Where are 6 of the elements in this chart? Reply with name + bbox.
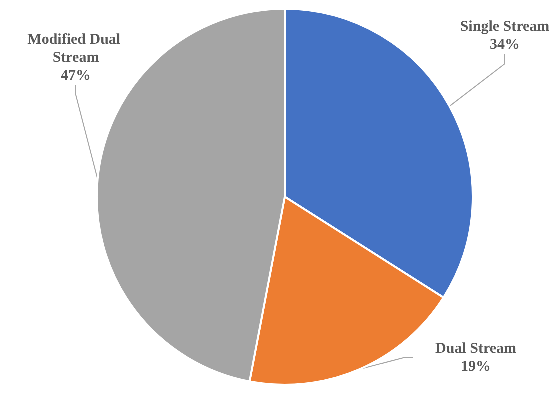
- slice-label: Single Stream: [460, 19, 550, 35]
- slice-label: Modified Dual Stream: [28, 32, 124, 66]
- data-label: 19%: [461, 359, 491, 375]
- data-label: 47%: [61, 68, 91, 84]
- data-label: 34%: [490, 37, 520, 53]
- slice-label: Dual Stream: [436, 341, 517, 357]
